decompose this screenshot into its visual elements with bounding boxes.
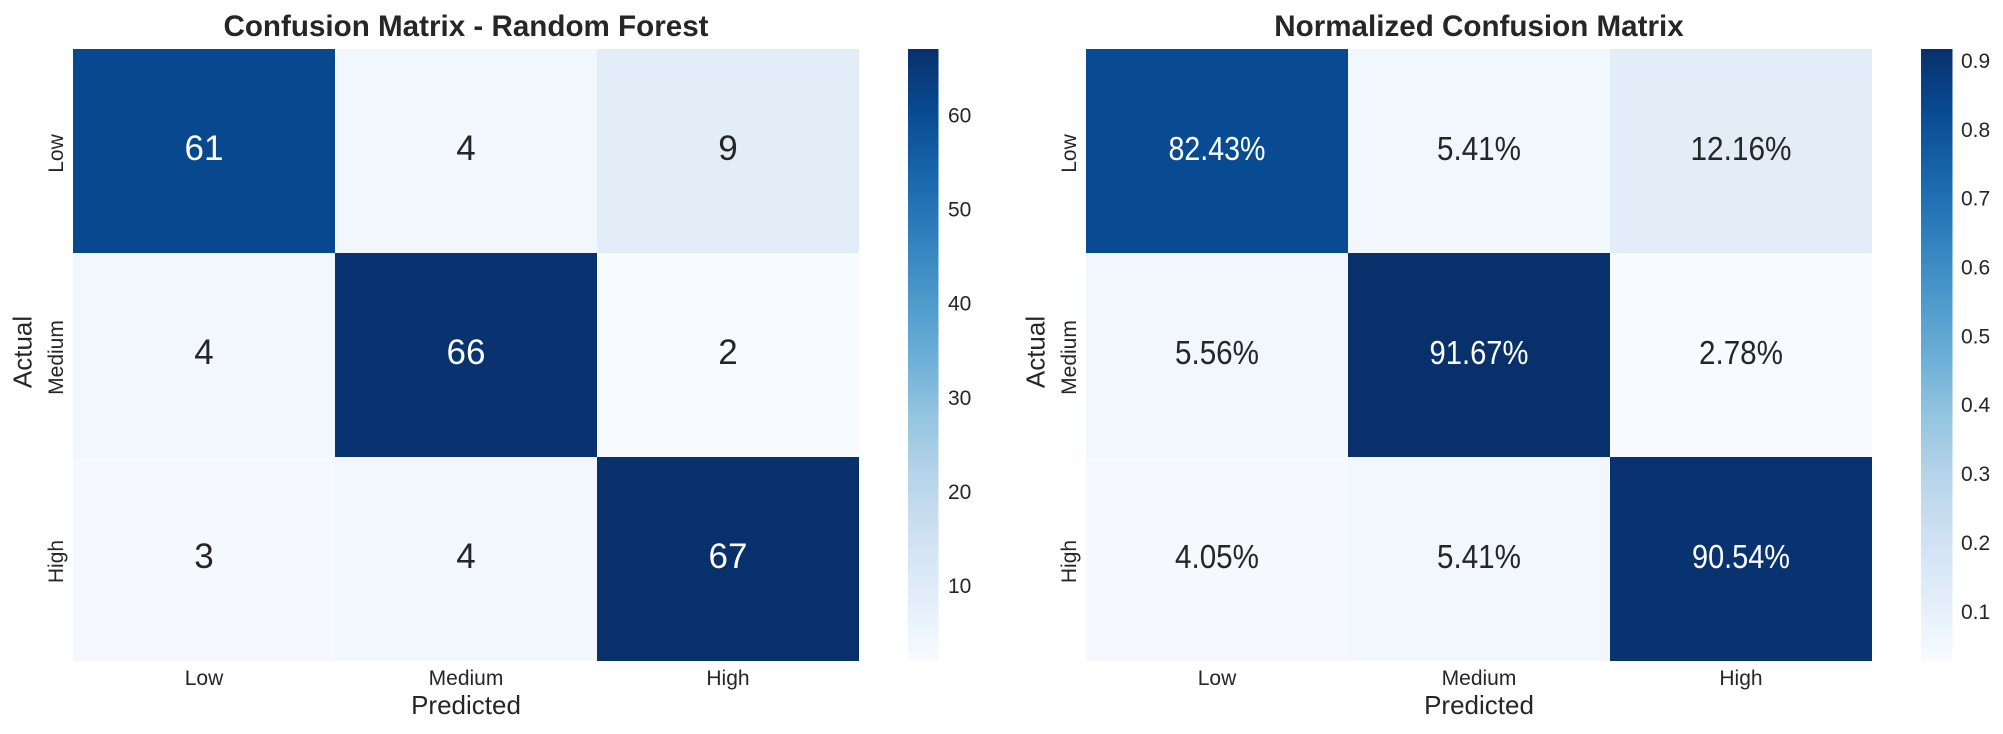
- svg-text:High: High: [1719, 667, 1762, 690]
- svg-text:4.05%: 4.05%: [1175, 538, 1259, 575]
- svg-text:High: High: [45, 540, 68, 583]
- svg-text:Medium: Medium: [45, 320, 68, 395]
- svg-text:Normalized Confusion Matrix: Normalized Confusion Matrix: [1274, 10, 1684, 43]
- svg-text:Actual: Actual: [8, 316, 38, 388]
- svg-text:2: 2: [718, 333, 737, 372]
- svg-text:Low: Low: [45, 133, 68, 172]
- svg-text:50: 50: [948, 199, 971, 222]
- svg-text:0.5: 0.5: [1961, 325, 1990, 348]
- svg-text:0.7: 0.7: [1961, 188, 1990, 211]
- svg-text:Medium: Medium: [1058, 320, 1081, 395]
- svg-text:0.2: 0.2: [1961, 532, 1990, 555]
- svg-text:Medium: Medium: [429, 667, 504, 690]
- svg-text:60: 60: [948, 104, 971, 127]
- svg-text:0.6: 0.6: [1961, 257, 1990, 280]
- svg-text:61: 61: [185, 129, 224, 168]
- svg-text:12.16%: 12.16%: [1691, 130, 1792, 167]
- svg-text:90.54%: 90.54%: [1692, 538, 1790, 575]
- svg-text:67: 67: [709, 537, 748, 576]
- svg-text:High: High: [1058, 540, 1081, 583]
- svg-text:0.8: 0.8: [1961, 119, 1990, 142]
- svg-text:0.3: 0.3: [1961, 463, 1990, 486]
- svg-text:30: 30: [948, 387, 971, 410]
- svg-text:82.43%: 82.43%: [1169, 130, 1266, 167]
- svg-text:Predicted: Predicted: [411, 690, 521, 720]
- svg-text:4: 4: [194, 333, 213, 372]
- svg-text:Medium: Medium: [1442, 667, 1517, 690]
- svg-text:Actual: Actual: [1021, 316, 1051, 388]
- svg-text:40: 40: [948, 293, 971, 316]
- svg-text:5.41%: 5.41%: [1437, 538, 1521, 575]
- svg-text:4: 4: [456, 537, 475, 576]
- svg-text:2.78%: 2.78%: [1699, 334, 1783, 371]
- svg-text:0.4: 0.4: [1961, 394, 1991, 417]
- svg-text:0.9: 0.9: [1961, 50, 1990, 73]
- svg-text:5.56%: 5.56%: [1175, 334, 1259, 371]
- svg-text:10: 10: [948, 575, 971, 598]
- svg-text:9: 9: [718, 129, 737, 168]
- svg-text:Low: Low: [1198, 667, 1237, 690]
- svg-text:Confusion Matrix - Random Fore: Confusion Matrix - Random Forest: [223, 10, 708, 43]
- svg-text:4: 4: [456, 129, 475, 168]
- svg-text:Low: Low: [1058, 133, 1081, 172]
- svg-text:5.41%: 5.41%: [1437, 130, 1521, 167]
- svg-text:Low: Low: [185, 667, 224, 690]
- svg-text:0.1: 0.1: [1961, 601, 1990, 624]
- svg-text:3: 3: [194, 537, 213, 576]
- svg-text:Predicted: Predicted: [1424, 690, 1534, 720]
- svg-text:20: 20: [948, 481, 971, 504]
- svg-text:High: High: [706, 667, 749, 690]
- svg-text:91.67%: 91.67%: [1430, 334, 1529, 371]
- svg-text:66: 66: [447, 333, 486, 372]
